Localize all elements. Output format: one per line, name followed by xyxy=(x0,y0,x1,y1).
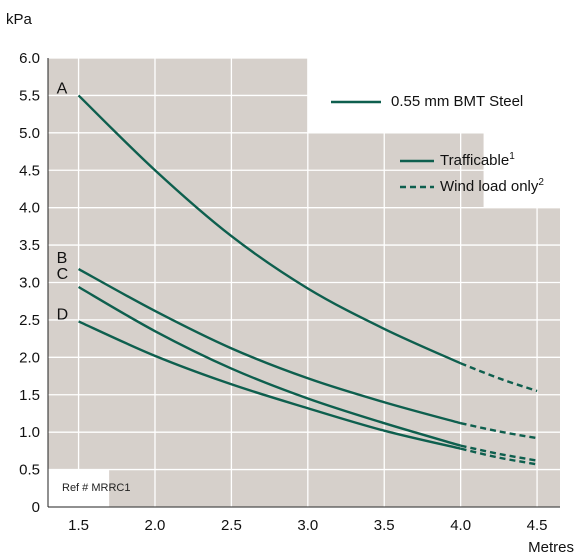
y-tick-label: 0 xyxy=(32,499,40,516)
y-tick-label: 1.0 xyxy=(19,424,40,441)
y-tick-label: 2.0 xyxy=(19,349,40,366)
y-tick-label: 3.5 xyxy=(19,237,40,254)
series-b-label: B xyxy=(57,250,68,267)
x-tick-label: 4.0 xyxy=(450,517,471,534)
series-a-trafficable-line xyxy=(77,94,462,365)
x-axis-label: Metres xyxy=(528,539,574,556)
x-tick-label: 3.0 xyxy=(297,517,318,534)
series-d-label: D xyxy=(57,306,69,323)
legend-solid-label: Trafficable1 xyxy=(440,151,515,169)
series-a-label: A xyxy=(57,80,68,97)
x-tick-label: 4.5 xyxy=(527,517,548,534)
y-tick-label: 5.5 xyxy=(19,87,40,104)
series-a-wind-line xyxy=(460,362,538,393)
reference-box xyxy=(48,469,110,507)
y-axis-label: kPa xyxy=(6,11,33,28)
series-b-trafficable-line xyxy=(77,267,461,425)
series-lines: A BC D xyxy=(57,80,538,466)
axes: 0 0.5 1.0 1.5 2.0 2.5 3.0 3.5 4.0 4.5 5.0 5.5 6.0 1.5… xyxy=(19,50,560,534)
y-tick-label: 3.0 xyxy=(19,275,40,292)
y-tick-label: 4.0 xyxy=(19,200,40,217)
y-tick-label: 0.5 xyxy=(19,462,40,479)
y-tick-label: 2.5 xyxy=(19,312,40,329)
series-c-trafficable-line xyxy=(77,285,461,447)
legend-title: 0.55 mm BMT Steel xyxy=(391,93,523,110)
reference-code: Ref # MRRC1 xyxy=(62,482,130,494)
legend-background xyxy=(307,58,560,208)
y-tick-label: 6.0 xyxy=(19,50,40,67)
x-tick-label: 2.0 xyxy=(145,517,166,534)
x-tick-label: 2.5 xyxy=(221,517,242,534)
series-d-trafficable-line xyxy=(78,320,461,450)
series-c-label: C xyxy=(57,266,69,283)
y-tick-label: 4.5 xyxy=(19,162,40,179)
legend-panel xyxy=(48,58,560,507)
legend-dashed-label: Wind load only2 xyxy=(440,177,544,195)
y-tick-label: 5.0 xyxy=(19,125,40,142)
x-tick-label: 1.5 xyxy=(68,517,89,534)
x-tick-label: 3.5 xyxy=(374,517,395,534)
y-tick-label: 1.5 xyxy=(19,387,40,404)
